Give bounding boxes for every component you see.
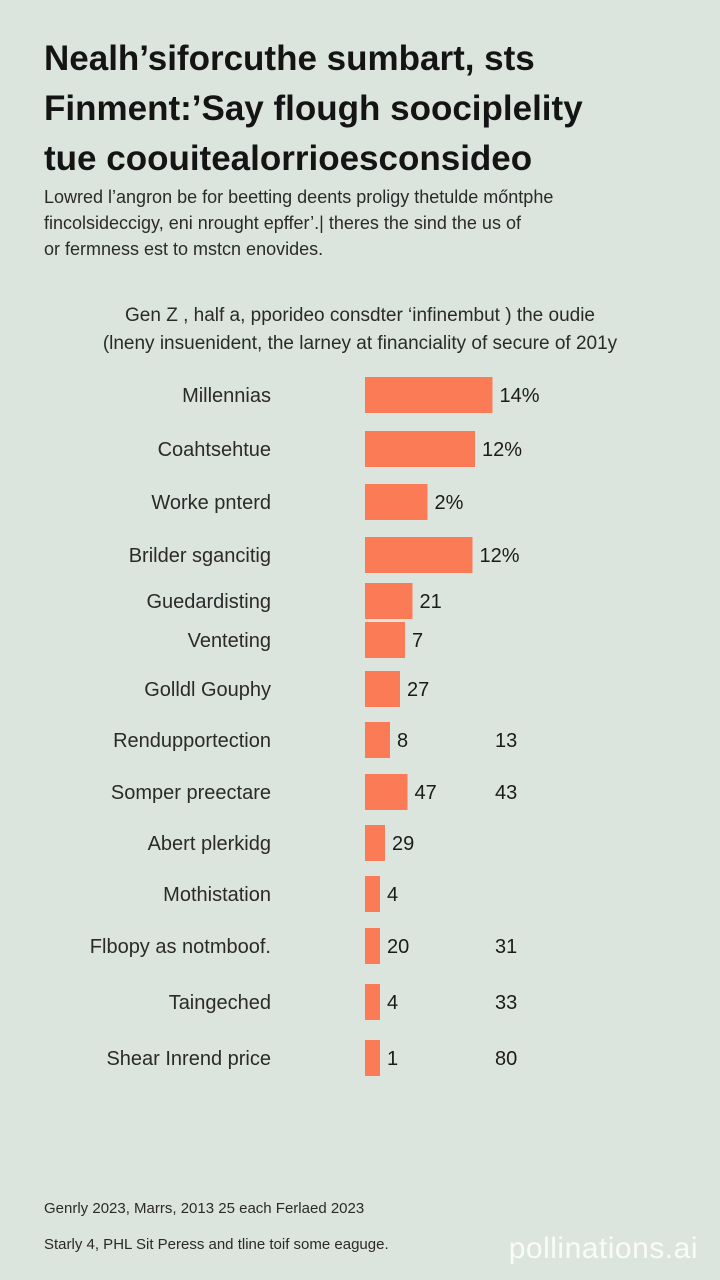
value-label: 2% — [435, 492, 464, 514]
headline-line: Finment:’Say flough soociplelity — [44, 89, 583, 128]
value-label: 27 — [407, 679, 429, 701]
value-label: 47 — [415, 782, 437, 804]
bar — [365, 928, 380, 964]
category-label: Golldl Gouphy — [144, 679, 271, 701]
watermark: pollinations.ai — [508, 1232, 698, 1265]
category-label: Guedardisting — [146, 591, 271, 613]
headline-line: tue coouitealorrioesconsideo — [44, 139, 533, 178]
value-label: 8 — [397, 730, 408, 752]
secondary-value-label: 31 — [495, 936, 517, 958]
secondary-value-label: 13 — [495, 730, 517, 752]
category-label: Coahtsehtue — [158, 439, 271, 461]
bar — [365, 984, 380, 1020]
category-label: Worke pnterd — [151, 492, 271, 514]
category-label: Shear Inrend price — [106, 1048, 271, 1070]
category-label: Millennias — [182, 385, 271, 407]
bar — [365, 484, 428, 520]
bar — [365, 377, 493, 413]
category-label: Mothistation — [163, 884, 271, 906]
bar — [365, 583, 413, 619]
secondary-value-label: 33 — [495, 992, 517, 1014]
bar — [365, 876, 380, 912]
category-label: Rendupportection — [113, 730, 271, 752]
headline: Nealh’siforcuthe sumbart, sts Finment:’S… — [44, 34, 684, 184]
category-label: Abert plerkidg — [148, 833, 271, 855]
bar — [365, 774, 408, 810]
value-label: 7 — [412, 630, 423, 652]
category-label: Brilder sgancitig — [129, 545, 271, 567]
subtitle-line: Gen Z , half a, pporideo consdter ‘infin… — [125, 305, 595, 326]
value-label: 12% — [480, 545, 520, 567]
category-label: Taingeched — [169, 992, 271, 1014]
headline-line: Nealh’siforcuthe sumbart, sts — [44, 39, 535, 78]
intro-line: fincolsideccigy, eni nrought epffer’.| t… — [44, 213, 521, 233]
bar — [365, 671, 400, 707]
value-label: 29 — [392, 833, 414, 855]
value-label: 12% — [482, 439, 522, 461]
value-label: 4 — [387, 884, 398, 906]
bar — [365, 722, 390, 758]
value-label: 21 — [420, 591, 442, 613]
intro-line: Lowred l’angron be for beetting deents p… — [44, 187, 554, 207]
value-label: 1 — [387, 1048, 398, 1070]
bar-chart: Millennias 14%Coahtsehtue 12%Worke pnterd 2… — [90, 377, 540, 1076]
subtitle-line: (lneny insuenident, the larney at financ… — [102, 333, 618, 354]
category-label: Flbopy as notmboof. — [90, 936, 271, 958]
bar — [365, 622, 405, 658]
value-label: 4 — [387, 992, 398, 1014]
bar — [365, 431, 475, 467]
chart-subtitle: Gen Z , half a, pporideo consdter ‘infin… — [0, 302, 720, 358]
value-label: 20 — [387, 936, 409, 958]
bar — [365, 537, 473, 573]
intro-line: or fermness est to mstcn enovides. — [44, 239, 324, 259]
secondary-value-label: 80 — [495, 1048, 517, 1070]
footer-source: Genrly 2023, Marrs, 2013 25 each Ferlaed… — [44, 1200, 365, 1217]
value-label: 14% — [500, 385, 540, 407]
bar — [365, 825, 385, 861]
footer-note: Starly 4, PHL Sit Peress and tline toif … — [44, 1236, 389, 1253]
category-label: Venteting — [188, 630, 271, 652]
bar — [365, 1040, 380, 1076]
secondary-value-label: 43 — [495, 782, 517, 804]
footer: Genrly 2023, Marrs, 2013 25 each Ferlaed… — [44, 1200, 389, 1253]
intro-text: Lowred l’angron be for beetting deents p… — [44, 184, 684, 262]
category-label: Somper preectare — [111, 782, 271, 804]
